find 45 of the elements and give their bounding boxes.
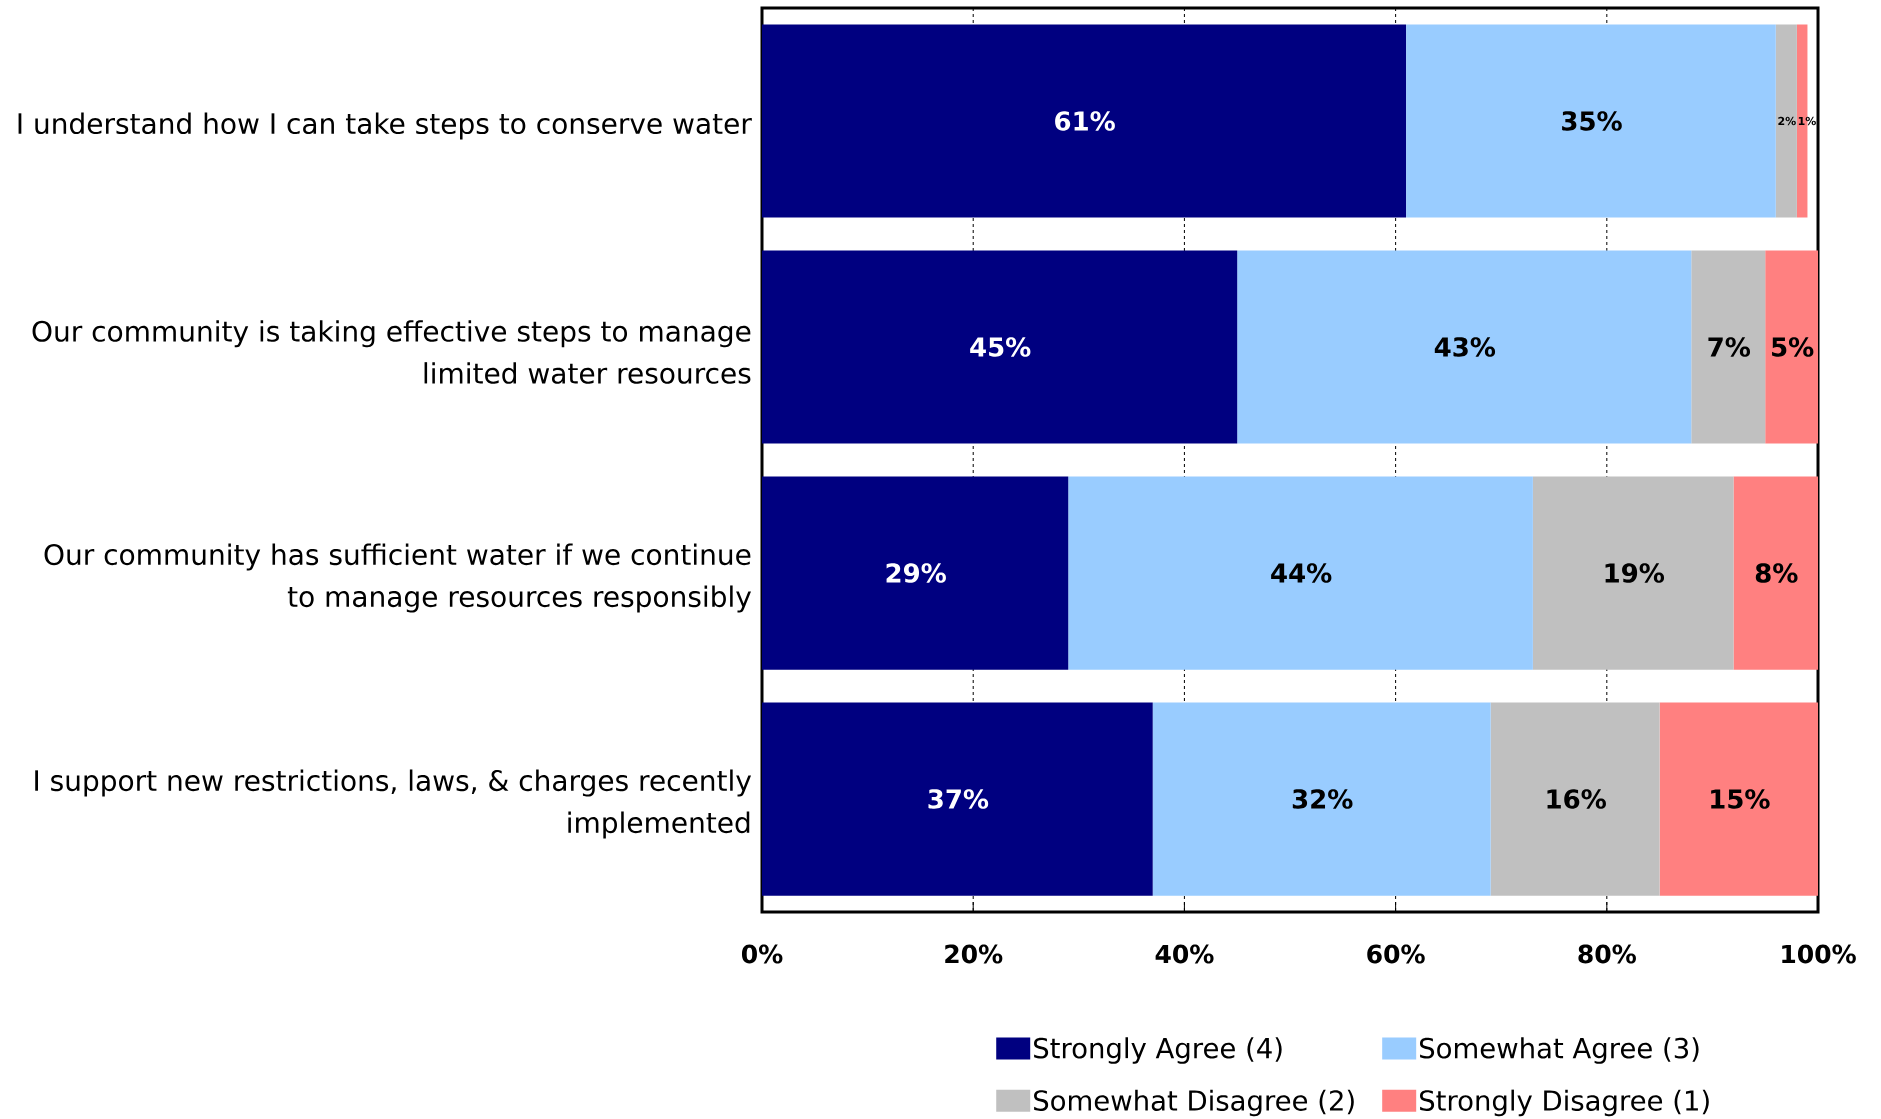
data-label: 43% bbox=[1434, 337, 1496, 357]
legend-label: Strongly Agree (4) bbox=[1034, 1037, 1282, 1064]
data-label: 19% bbox=[1605, 563, 1665, 583]
data-label: 61% bbox=[1055, 111, 1115, 131]
data-label: 35% bbox=[1562, 111, 1622, 131]
y-tick-label: I understand how I can take steps to conserve water bbox=[18, 112, 752, 140]
bar bbox=[762, 702, 1153, 896]
bar bbox=[1691, 250, 1766, 444]
legend-label: Somewhat Agree (3) bbox=[1420, 1037, 1699, 1064]
bar bbox=[1775, 24, 1797, 218]
bar bbox=[762, 250, 1238, 444]
data-label: 8% bbox=[1755, 563, 1798, 583]
data-label: 44% bbox=[1271, 563, 1332, 583]
data-label: 7% bbox=[1708, 337, 1751, 357]
x-tick-label: 40% bbox=[1155, 944, 1214, 964]
bar bbox=[1152, 702, 1491, 896]
bar bbox=[1068, 476, 1533, 670]
data-label: 15% bbox=[1711, 789, 1770, 809]
x-tick-label: 20% bbox=[945, 944, 1003, 964]
x-tick-label: 80% bbox=[1578, 944, 1636, 964]
bar bbox=[1490, 702, 1660, 896]
y-tick-label: Our community is taking effective steps to manage limited water resources bbox=[32, 320, 751, 384]
data-label: 32% bbox=[1292, 789, 1353, 809]
legend-label: Strongly Disagree (1) bbox=[1420, 1089, 1709, 1117]
legend-label: Somewhat Disagree (2) bbox=[1034, 1089, 1354, 1117]
data-label: 45% bbox=[970, 337, 1031, 357]
data-label: 29% bbox=[886, 563, 946, 583]
x-tick-label: 0% bbox=[741, 944, 783, 964]
bar bbox=[1406, 24, 1776, 218]
y-tick-label: Our community has sufficient water if we continue to manage resources responsibly bbox=[44, 543, 751, 613]
bar bbox=[762, 24, 1407, 218]
bar bbox=[1659, 702, 1819, 896]
x-tick-label: 100% bbox=[1782, 944, 1856, 964]
bar bbox=[1532, 476, 1734, 670]
data-label: 2% bbox=[1778, 116, 1796, 126]
bar bbox=[762, 476, 1069, 670]
bar bbox=[1765, 250, 1819, 444]
y-tick-label: I support new restrictions, laws, & charges recently implemented bbox=[35, 769, 752, 839]
data-label: 1% bbox=[1798, 116, 1816, 126]
data-label: 37% bbox=[928, 789, 989, 809]
data-label: 5% bbox=[1772, 337, 1814, 357]
data-label: 16% bbox=[1547, 789, 1606, 809]
bar bbox=[1237, 250, 1692, 444]
x-tick-label: 60% bbox=[1367, 944, 1425, 964]
bar bbox=[1733, 476, 1819, 670]
